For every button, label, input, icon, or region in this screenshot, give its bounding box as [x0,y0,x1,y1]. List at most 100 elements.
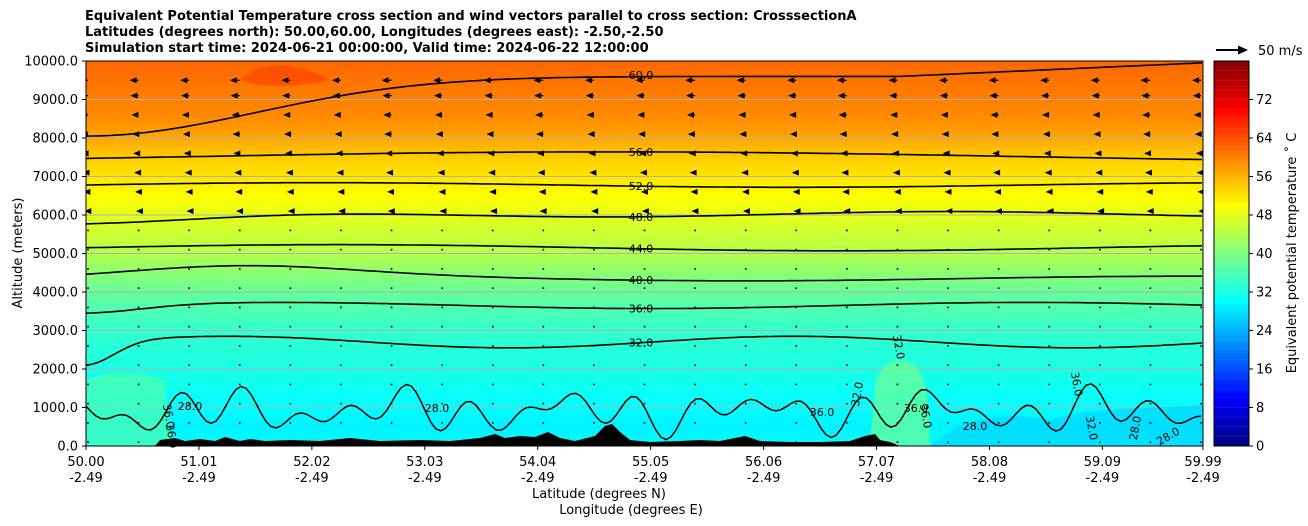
wind-vector-dot [1048,402,1051,405]
wind-vector-dot [441,402,443,405]
wind-vector [890,111,898,118]
wind-vector-dot [340,248,342,251]
wind-vector-dot [1099,441,1101,443]
wind-vector-dot [441,268,443,270]
wind-vector-dot [542,383,545,386]
wind-vector-dot [390,306,393,309]
wind-vector-dot [643,383,646,386]
wind-vector [589,169,597,176]
wind-vector-dot [1200,364,1202,366]
wind-vector [438,188,446,195]
wind-vector [235,188,243,195]
wind-vector-dot [1099,268,1101,270]
wind-vector-dot [694,383,696,386]
wind-vector-dot [137,422,140,424]
wind-vector-dot [441,422,443,424]
wind-vector [1046,208,1054,215]
wind-vector [185,188,193,195]
wind-vector-dot [694,325,696,328]
wind-vector [86,188,91,195]
y-tick-label: 10000.0 [24,55,78,70]
wind-vector [994,208,1002,215]
contour-line [86,264,1202,282]
wind-vector-dot [593,325,595,328]
wind-vector [639,150,647,157]
wind-vector-dot [1149,287,1152,289]
wind-vector [434,92,442,99]
wind-vector [988,77,996,84]
wind-vector-dot [289,229,292,232]
wind-vector [939,92,947,99]
wind-vector [941,131,949,138]
x-tick-label-lat: 50.00 [67,455,104,470]
wind-vector-dot [1149,268,1152,270]
wind-vector-dot [694,268,696,270]
wind-vector-dot [1099,248,1101,251]
wind-vector [742,188,750,195]
wind-vector [336,169,344,176]
wind-vector [1192,77,1199,84]
wind-vector-dot [896,422,899,424]
contour-labels: 28.0 32.0 36.0 40.0 44.0 48.0 52.0 56.0 60.0 36.0… [160,69,1182,449]
wind-vector-dot [593,229,595,232]
wind-vector-dot [289,422,292,424]
wind-vector [736,77,744,84]
wind-vector-dot [593,422,595,424]
wind-vector-dot [238,306,241,309]
wind-vector-dot [491,422,494,424]
wind-vector [839,131,847,138]
wind-vector [186,208,194,215]
wind-vector-dot [997,229,1000,232]
wind-vector-dot [1200,248,1202,251]
contour-label: 44.0 [629,243,654,256]
wind-vector [86,169,90,176]
wind-vector-dot [87,383,89,386]
wind-vector-dot [846,364,848,366]
wind-vector [382,92,390,99]
wind-vector-dot [593,248,595,251]
y-tick-label: 2000.0 [33,363,79,378]
wind-vector-dot [744,306,747,309]
wind-vector-dot [1149,383,1152,386]
wind-vector [131,111,139,118]
wind-vector-dot [87,441,89,443]
wind-vector [943,169,951,176]
wind-vector-dot [947,229,949,232]
wind-vector [1193,111,1201,118]
wind-vector-dot [441,229,443,232]
wind-vector-dot [289,383,292,386]
wind-vector-dot [289,325,292,328]
wind-vector-dot [846,306,848,309]
wind-vector [1093,131,1101,138]
wind-vector-dot [896,229,899,232]
wind-vector [789,111,797,118]
wind-vector-dot [188,325,190,328]
wind-vector [132,131,140,138]
wind-vector-dot [896,402,899,405]
wind-vector-dot [795,345,798,347]
x-tick-label-lat: 59.09 [1084,455,1121,470]
contour-label: 36.0 [629,303,654,316]
wind-vector-dot [1048,268,1051,270]
wind-vector-dot [390,383,393,386]
wind-vector-dot [744,268,747,270]
wind-vector [285,169,293,176]
contour-label: 32.0 [629,337,654,350]
wind-vector [843,208,851,215]
y-tick-label: 8000.0 [33,132,79,147]
wind-vector [487,150,495,157]
wind-vector-dot [238,345,241,347]
wind-vector [893,188,901,195]
wind-vector-dot [340,229,342,232]
wind-vector-dot [795,325,798,328]
wind-vector-dot [643,287,646,289]
wind-vector-dot [188,364,190,366]
wind-vector [386,169,394,176]
wind-vector [1192,92,1200,99]
wind-vector [284,131,292,138]
wind-vector-dot [1200,325,1202,328]
y-tick-label: 6000.0 [33,209,79,224]
wind-vector-dot [238,248,241,251]
wind-vector [337,188,345,195]
